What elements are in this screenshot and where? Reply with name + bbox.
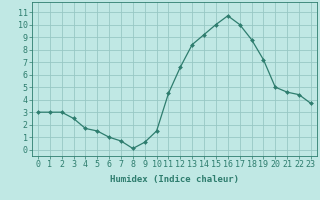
- X-axis label: Humidex (Indice chaleur): Humidex (Indice chaleur): [110, 175, 239, 184]
